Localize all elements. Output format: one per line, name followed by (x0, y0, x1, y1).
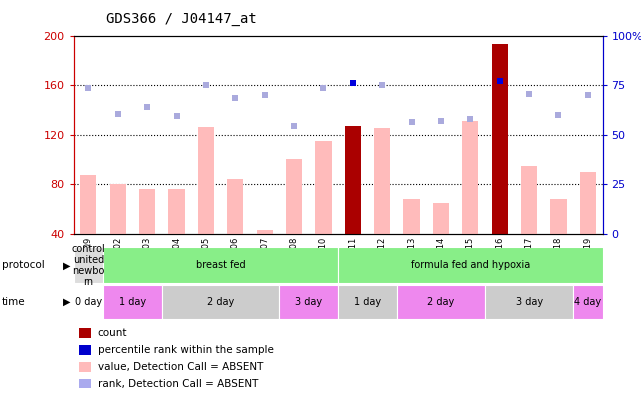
Bar (169, 189, 185, 234)
Bar (79, 362, 90, 371)
Bar (521, 166, 537, 234)
Bar (462, 121, 478, 234)
Text: 3 day: 3 day (296, 297, 322, 307)
Text: 0 day: 0 day (75, 297, 102, 307)
Bar (374, 128, 390, 234)
Bar (74, 285, 103, 319)
Bar (338, 248, 603, 283)
Bar (492, 44, 508, 234)
Bar (110, 184, 126, 234)
Bar (256, 230, 273, 234)
Bar (279, 285, 338, 319)
Bar (485, 285, 573, 319)
Text: 2 day: 2 day (207, 297, 234, 307)
Text: ▶: ▶ (63, 260, 71, 270)
Bar (286, 160, 302, 234)
Bar (315, 141, 331, 234)
Text: formula fed and hypoxia: formula fed and hypoxia (411, 260, 530, 270)
Text: GDS366 / J04147_at: GDS366 / J04147_at (106, 12, 256, 26)
Text: 4 day: 4 day (574, 297, 601, 307)
Bar (74, 248, 103, 283)
Bar (345, 126, 361, 234)
Text: protocol: protocol (2, 260, 45, 270)
Bar (227, 179, 244, 234)
Text: breast fed: breast fed (196, 260, 246, 270)
Text: percentile rank within the sample: percentile rank within the sample (97, 345, 274, 355)
Text: count: count (97, 328, 127, 338)
Bar (403, 199, 420, 234)
Text: 1 day: 1 day (119, 297, 146, 307)
Bar (103, 248, 338, 283)
Bar (79, 345, 90, 355)
Bar (198, 127, 214, 234)
Bar (551, 199, 567, 234)
Text: 2 day: 2 day (428, 297, 454, 307)
Bar (338, 285, 397, 319)
Text: time: time (2, 297, 26, 307)
Text: ▶: ▶ (63, 297, 71, 307)
Bar (579, 172, 596, 234)
Text: value, Detection Call = ABSENT: value, Detection Call = ABSENT (97, 362, 263, 372)
Text: control
united
newbo
rn: control united newbo rn (72, 244, 105, 287)
Bar (103, 285, 162, 319)
Text: rank, Detection Call = ABSENT: rank, Detection Call = ABSENT (97, 379, 258, 388)
Text: 3 day: 3 day (515, 297, 543, 307)
Text: 1 day: 1 day (354, 297, 381, 307)
Bar (79, 379, 90, 388)
Bar (162, 285, 279, 319)
Bar (79, 328, 90, 338)
Bar (433, 203, 449, 234)
Bar (139, 189, 155, 234)
Bar (80, 175, 97, 234)
Bar (397, 285, 485, 319)
Bar (573, 285, 603, 319)
